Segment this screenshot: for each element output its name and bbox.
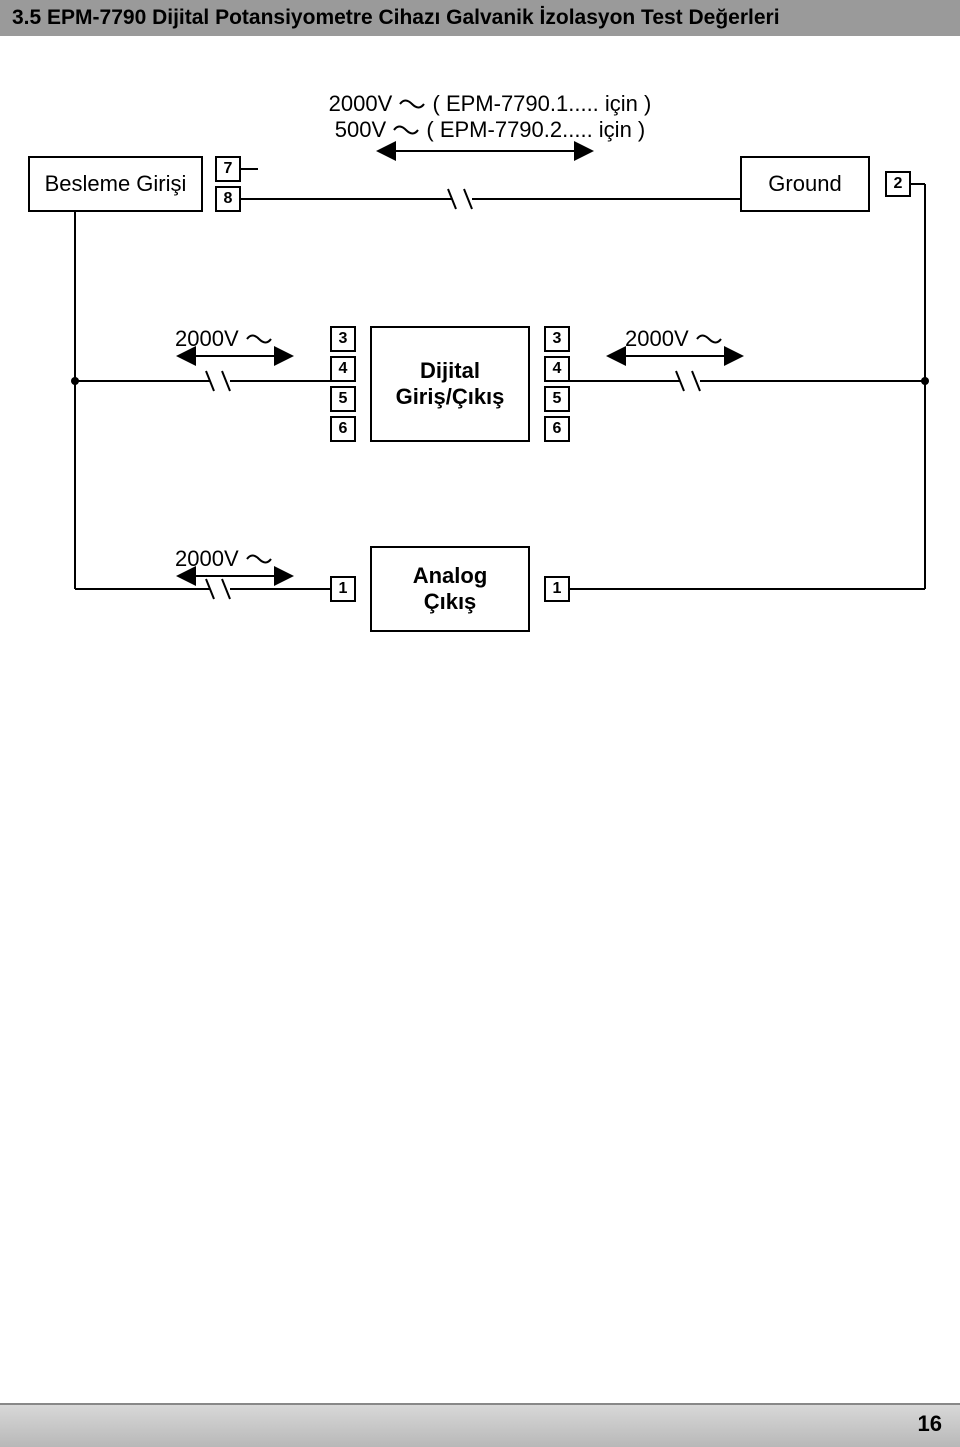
dijital-box: DijitalGiriş/Çıkış bbox=[370, 326, 530, 442]
besleme-label: Besleme Girişi bbox=[45, 171, 187, 197]
pin-7: 7 bbox=[215, 156, 241, 182]
line1-voltage: 2000V bbox=[329, 91, 393, 116]
line2-voltage: 500V bbox=[335, 117, 386, 142]
pin-1b: 1 bbox=[544, 576, 570, 602]
ground-label: Ground bbox=[768, 171, 841, 197]
pin-4b: 4 bbox=[544, 356, 570, 382]
mid-left-voltage: 2000V bbox=[175, 326, 273, 352]
ac-icon bbox=[392, 123, 420, 137]
analog-label: AnalogÇıkış bbox=[413, 563, 488, 615]
pin-3a: 3 bbox=[330, 326, 356, 352]
bot-left-voltage: 2000V bbox=[175, 546, 273, 572]
ac-icon bbox=[245, 552, 273, 566]
pin-3b: 3 bbox=[544, 326, 570, 352]
ac-icon bbox=[245, 332, 273, 346]
line2-rest: ( EPM-7790.2..... için ) bbox=[426, 117, 645, 142]
pin-1a: 1 bbox=[330, 576, 356, 602]
dijital-label: DijitalGiriş/Çıkış bbox=[396, 358, 505, 410]
pin-6a: 6 bbox=[330, 416, 356, 442]
mid-right-voltage: 2000V bbox=[625, 326, 723, 352]
footer-bar bbox=[0, 1403, 960, 1447]
pin-6b: 6 bbox=[544, 416, 570, 442]
section-header: 3.5 EPM-7790 Dijital Potansiyometre Ciha… bbox=[0, 0, 960, 36]
besleme-box: Besleme Girişi bbox=[28, 156, 203, 212]
isolation-diagram: 2000V ( EPM-7790.1..... için ) 500V ( EP… bbox=[0, 36, 960, 736]
pin-8: 8 bbox=[215, 186, 241, 212]
top-voltage-text: 2000V ( EPM-7790.1..... için ) 500V ( EP… bbox=[300, 91, 680, 143]
pin-5a: 5 bbox=[330, 386, 356, 412]
pin-4a: 4 bbox=[330, 356, 356, 382]
ground-box: Ground bbox=[740, 156, 870, 212]
pin-2: 2 bbox=[885, 171, 911, 197]
page-number: 16 bbox=[918, 1411, 942, 1437]
analog-box: AnalogÇıkış bbox=[370, 546, 530, 632]
section-title: 3.5 EPM-7790 Dijital Potansiyometre Ciha… bbox=[12, 6, 780, 29]
pin-5b: 5 bbox=[544, 386, 570, 412]
ac-icon bbox=[695, 332, 723, 346]
ac-icon bbox=[398, 97, 426, 111]
line1-rest: ( EPM-7790.1..... için ) bbox=[433, 91, 652, 116]
